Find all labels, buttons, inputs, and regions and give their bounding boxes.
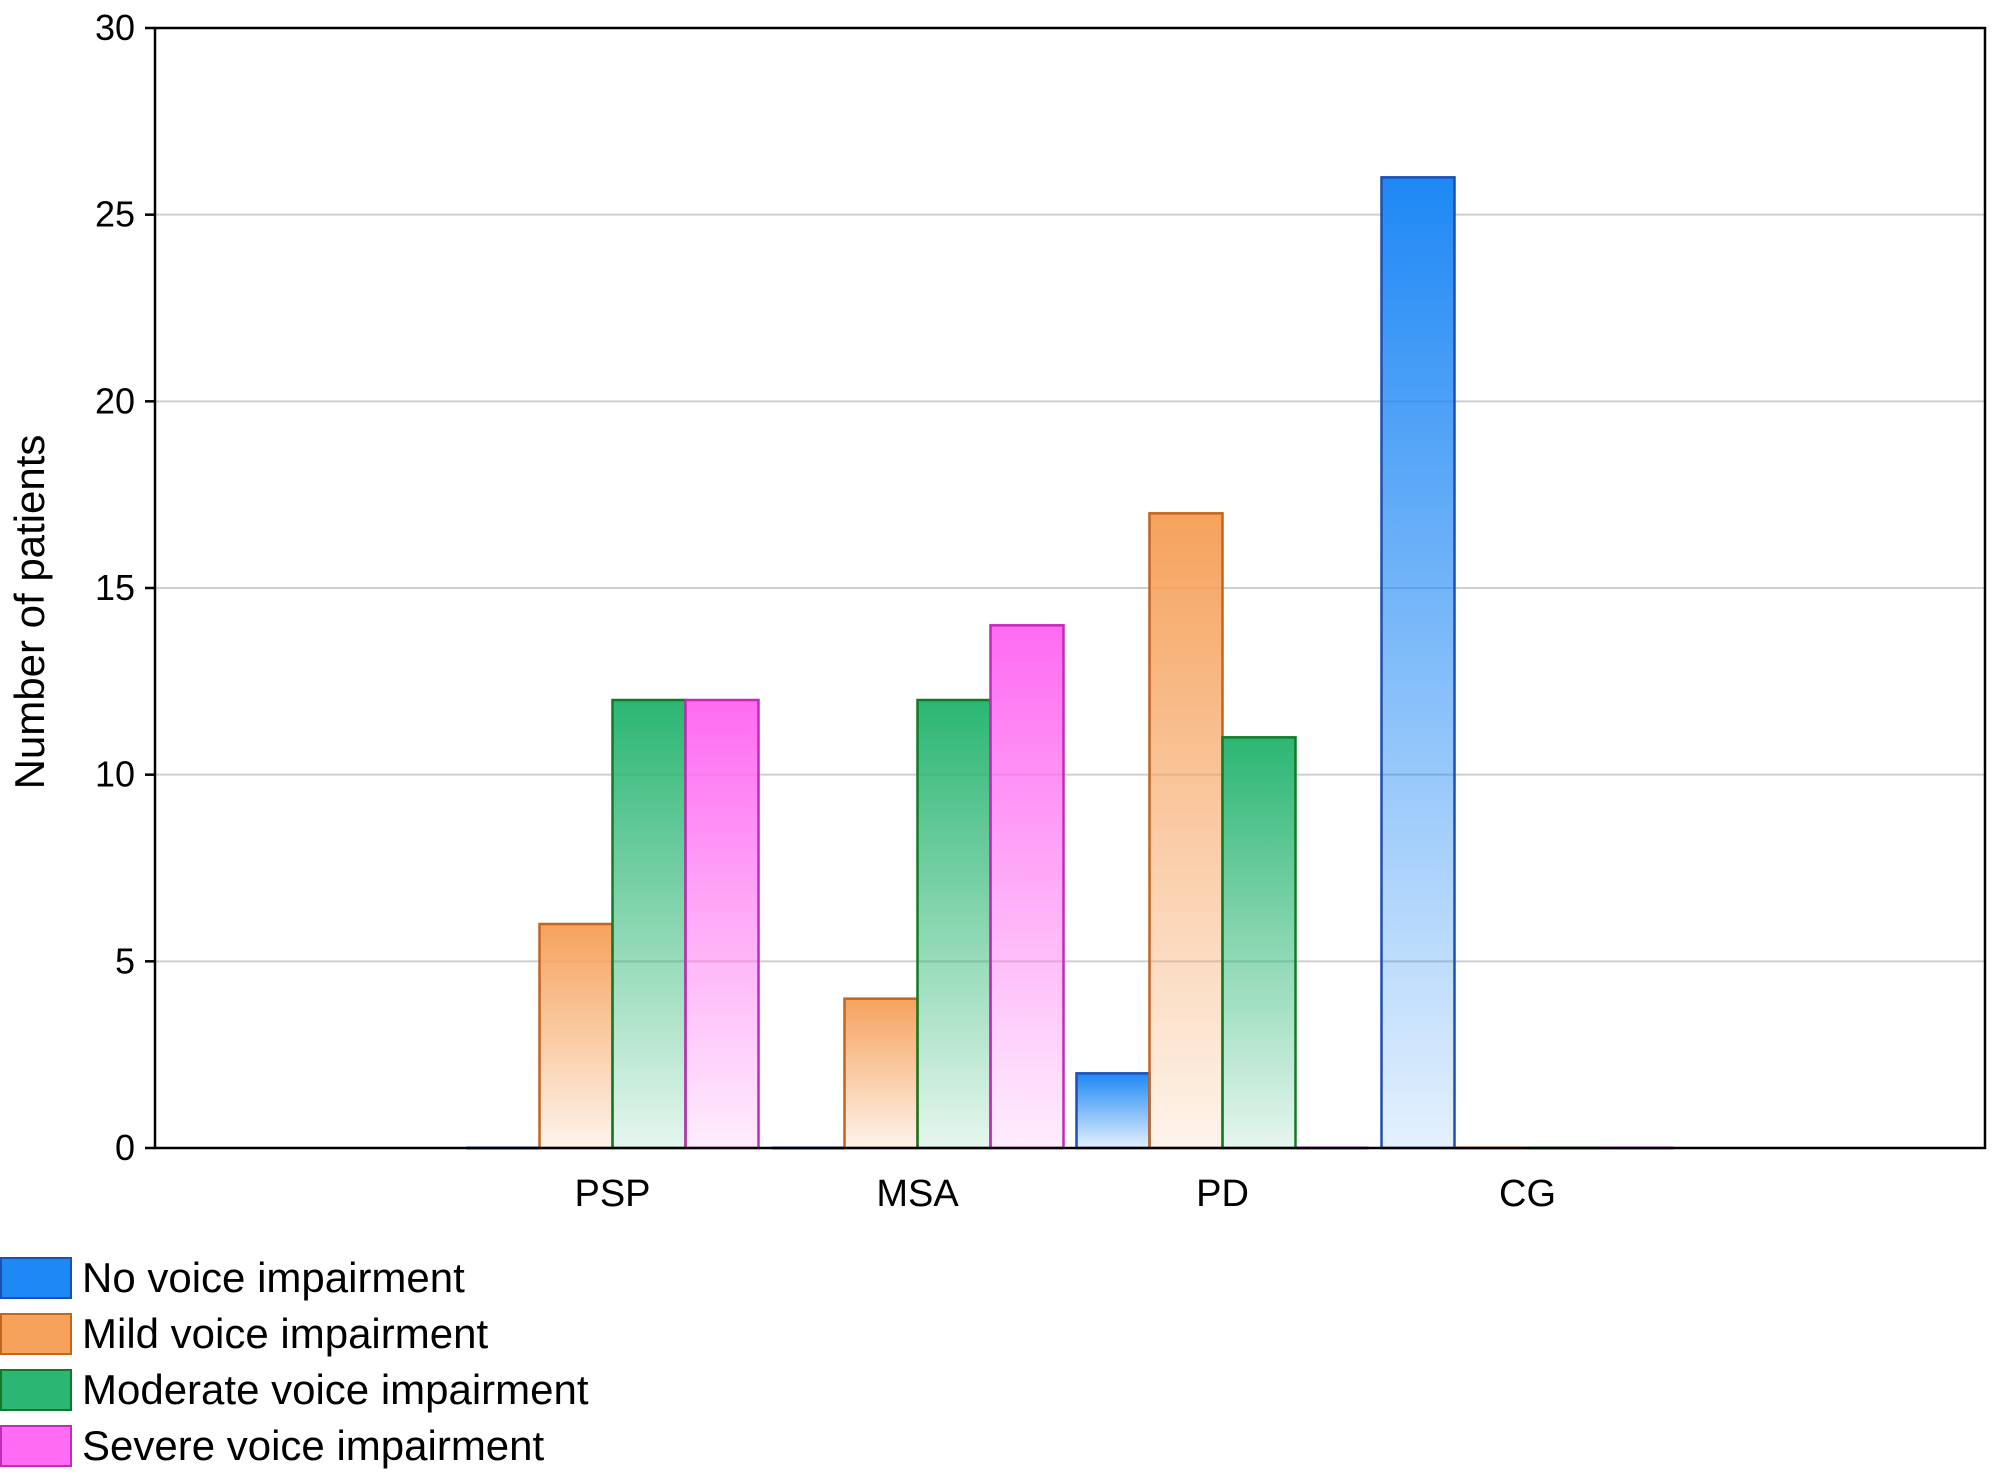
bar-msa-series4: [989, 624, 1065, 1150]
bar-msa-series3: [916, 698, 992, 1150]
y-tick-label: 20: [95, 380, 135, 421]
gridlines: [155, 213, 1985, 963]
y-axis-title: Number of patients: [6, 435, 53, 790]
y-tick-label: 30: [95, 7, 135, 48]
bar-pd-series3: [1221, 736, 1297, 1150]
bars: [466, 176, 1674, 1150]
bar-pd-series1: [1075, 1072, 1151, 1150]
bar-psp-series3: [611, 698, 687, 1150]
x-tick-label: PSP: [574, 1173, 650, 1215]
bar-pd-series2: [1148, 512, 1224, 1150]
legend-label: Moderate voice impairment: [82, 1366, 589, 1413]
bar-cg-series1: [1380, 176, 1456, 1150]
bar-chart: 0 5 10 15 20 25 30 PSP MSA PD CG Number of patien…: [6, 7, 1987, 1215]
legend-swatch: [0, 1369, 72, 1411]
legend-swatch: [0, 1425, 72, 1467]
y-tick-label: 0: [115, 1127, 135, 1168]
legend: No voice impairment Mild voice impairment…: [0, 1250, 589, 1474]
legend-swatch: [0, 1313, 72, 1355]
x-tick-label: CG: [1499, 1173, 1556, 1215]
y-tick-label: 15: [95, 567, 135, 608]
x-tick-label: PD: [1196, 1173, 1249, 1215]
y-tick-label: 25: [95, 194, 135, 235]
y-tick-label: 10: [95, 754, 135, 795]
legend-item: Moderate voice impairment: [0, 1362, 589, 1418]
legend-label: Severe voice impairment: [82, 1422, 545, 1469]
bar-psp-series2: [538, 922, 614, 1150]
bar-psp-series4: [684, 698, 760, 1150]
legend-label: Mild voice impairment: [82, 1310, 489, 1357]
bar-msa-series2: [843, 997, 919, 1150]
legend-label: No voice impairment: [82, 1254, 465, 1301]
legend-item: Mild voice impairment: [0, 1306, 589, 1362]
x-tick-label: MSA: [876, 1173, 959, 1215]
y-tick-label: 5: [115, 940, 135, 981]
legend-item: No voice impairment: [0, 1250, 589, 1306]
y-axis-ticks: 0 5 10 15 20 25 30: [95, 7, 155, 1168]
legend-item: Severe voice impairment: [0, 1418, 589, 1474]
legend-swatch: [0, 1257, 72, 1299]
x-axis-labels: PSP MSA PD CG: [574, 1173, 1556, 1215]
